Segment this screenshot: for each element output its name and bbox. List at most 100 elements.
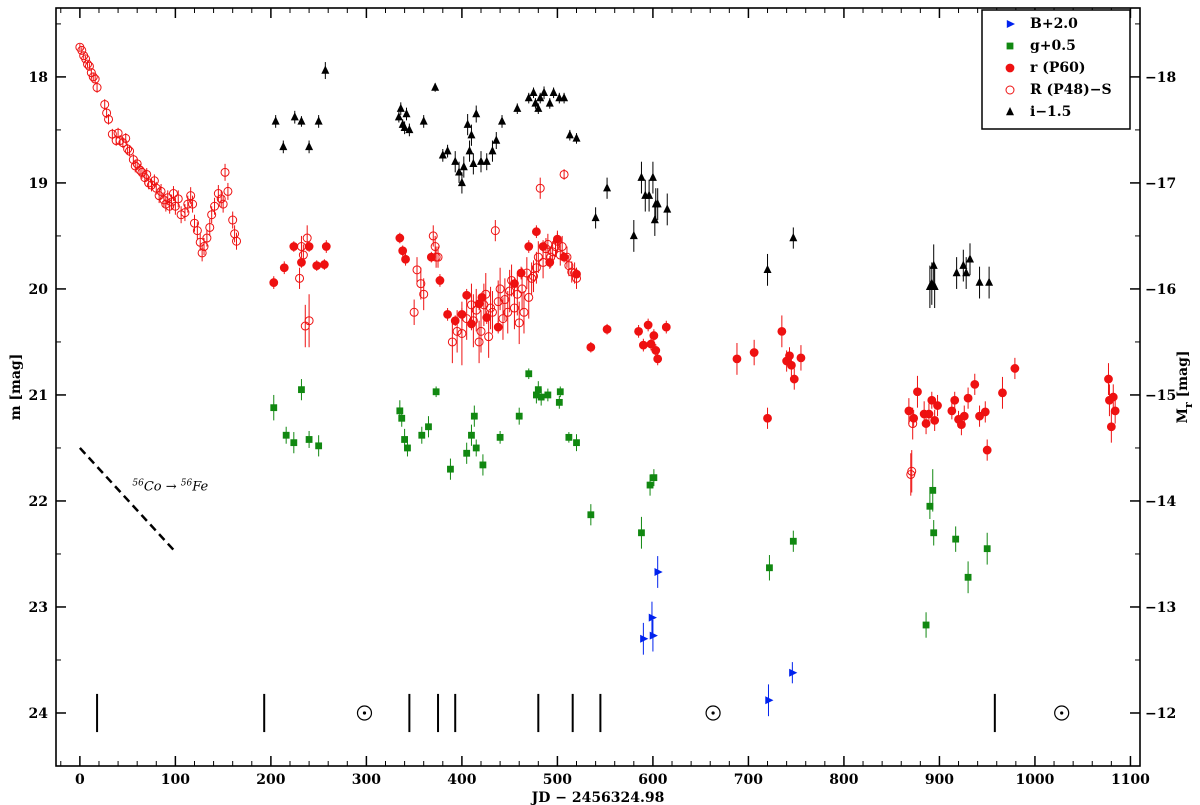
data-point [463, 449, 471, 457]
data-point [312, 261, 322, 271]
data-point [638, 340, 648, 350]
x-tick-label: 0 [75, 772, 85, 788]
data-point [529, 87, 538, 97]
data-point [468, 431, 475, 439]
data-point [732, 354, 742, 364]
data-point [500, 295, 510, 305]
data-point [418, 431, 426, 439]
data-point [433, 252, 443, 262]
data-point [1106, 422, 1116, 432]
data-point [490, 226, 500, 236]
data-point [496, 433, 504, 441]
data-point [562, 252, 572, 262]
data-point [188, 199, 198, 209]
data-point [565, 130, 574, 139]
co-fe-decay-line [78, 447, 177, 553]
y2-tick-label: −13 [1145, 600, 1176, 616]
data-point [232, 236, 242, 246]
data-point [472, 109, 481, 118]
data-point [471, 305, 481, 315]
data-point [493, 297, 503, 307]
data-point [271, 116, 280, 125]
data-point [484, 332, 494, 342]
data-point [396, 103, 405, 112]
data-point [447, 337, 457, 347]
legend-marker-r [1005, 63, 1015, 73]
data-point [650, 215, 659, 224]
data-point [321, 242, 331, 251]
x-tick-label: 700 [734, 772, 763, 788]
data-point [965, 254, 974, 263]
data-point [88, 72, 98, 82]
legend-label-b: B+2.0 [1030, 16, 1078, 32]
data-point [531, 98, 540, 107]
data-point [400, 122, 409, 131]
x-tick-label: 300 [352, 772, 381, 788]
data-point [77, 45, 87, 55]
data-point [602, 324, 612, 334]
data-point [305, 141, 314, 151]
data-point [524, 292, 534, 302]
data-point [298, 250, 308, 260]
data-point [548, 247, 558, 257]
data-point [789, 374, 799, 384]
data-point [173, 194, 183, 204]
y2-tick-label: −14 [1145, 494, 1176, 510]
data-point [651, 346, 661, 355]
data-point [587, 511, 595, 519]
data-point [512, 289, 522, 299]
data-point [398, 414, 406, 422]
legend-marker-R [1005, 85, 1015, 95]
data-point [298, 386, 305, 394]
axes-layer: 0 100 200 300 400 500 600 700 800 900 1000 1100 18 19… [29, 8, 1176, 788]
data-point [959, 411, 969, 421]
data-point [559, 169, 569, 179]
data-point [297, 116, 306, 125]
data-point [457, 177, 466, 187]
sun-symbol-dot [362, 711, 367, 715]
data-point [409, 307, 419, 317]
data-point [985, 277, 994, 286]
data-point [524, 93, 533, 102]
data-point [947, 406, 957, 416]
y-tick-label: 19 [29, 176, 48, 192]
data-point [319, 260, 329, 269]
data-point [282, 431, 290, 439]
data-point [197, 248, 207, 258]
data-point [180, 208, 190, 218]
data-point [305, 436, 313, 443]
data-point [534, 386, 542, 394]
data-point [513, 103, 522, 112]
data-point [789, 668, 798, 677]
data-point [438, 150, 447, 159]
legend-markers [1005, 20, 1015, 116]
data-point [907, 466, 917, 476]
y-tick-label: 22 [29, 494, 48, 510]
x-tick-label: 600 [638, 772, 667, 788]
series-B [640, 556, 798, 717]
data-point [503, 307, 513, 317]
data-point [1110, 406, 1120, 416]
data-point [663, 204, 672, 213]
legend-label-R: R (P48)−S [1030, 82, 1112, 98]
data-point [289, 242, 299, 251]
data-point [468, 316, 478, 326]
data-point [269, 278, 279, 287]
data-point [183, 199, 193, 209]
data-point [304, 316, 314, 326]
data-point [653, 199, 662, 208]
data-point [279, 263, 289, 273]
data-point [959, 260, 968, 269]
data-point [451, 156, 460, 165]
data-point [218, 199, 228, 209]
data-point [789, 537, 797, 545]
data-point [452, 326, 462, 336]
data-point [962, 268, 971, 277]
data-point [419, 289, 429, 299]
data-point [404, 444, 411, 452]
y2-tick-label: −17 [1145, 176, 1176, 192]
y2-axis-title: Mr [mag] [1175, 350, 1195, 423]
data-point [524, 242, 534, 251]
data-point [100, 99, 110, 109]
data-point [401, 436, 408, 443]
